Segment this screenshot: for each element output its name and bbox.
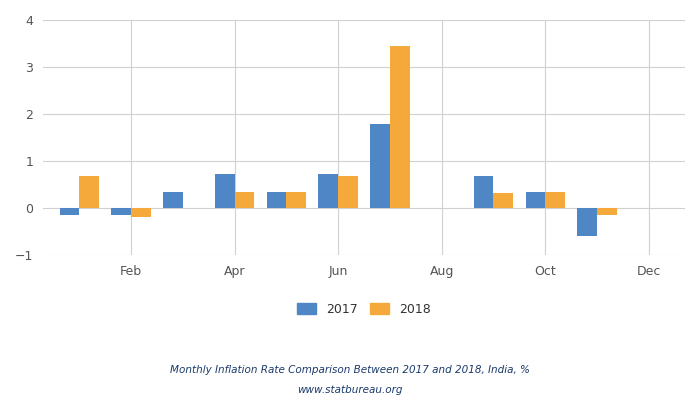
Bar bbox=[318, 174, 338, 208]
Bar bbox=[234, 192, 254, 208]
Bar bbox=[597, 208, 617, 215]
Bar bbox=[494, 193, 513, 208]
Bar bbox=[267, 192, 286, 208]
Bar bbox=[578, 208, 597, 236]
Text: www.statbureau.org: www.statbureau.org bbox=[298, 385, 402, 395]
Legend: 2017, 2018: 2017, 2018 bbox=[291, 296, 437, 322]
Bar bbox=[545, 192, 565, 208]
Bar bbox=[131, 208, 150, 218]
Bar bbox=[526, 192, 545, 208]
Bar bbox=[163, 192, 183, 208]
Bar bbox=[370, 124, 390, 208]
Bar bbox=[286, 192, 306, 208]
Bar bbox=[111, 208, 131, 215]
Text: Monthly Inflation Rate Comparison Between 2017 and 2018, India, %: Monthly Inflation Rate Comparison Betwee… bbox=[170, 365, 530, 375]
Bar bbox=[338, 176, 358, 208]
Bar bbox=[474, 176, 494, 208]
Bar bbox=[79, 176, 99, 208]
Bar bbox=[390, 46, 410, 208]
Bar bbox=[60, 208, 79, 215]
Bar bbox=[215, 174, 235, 208]
